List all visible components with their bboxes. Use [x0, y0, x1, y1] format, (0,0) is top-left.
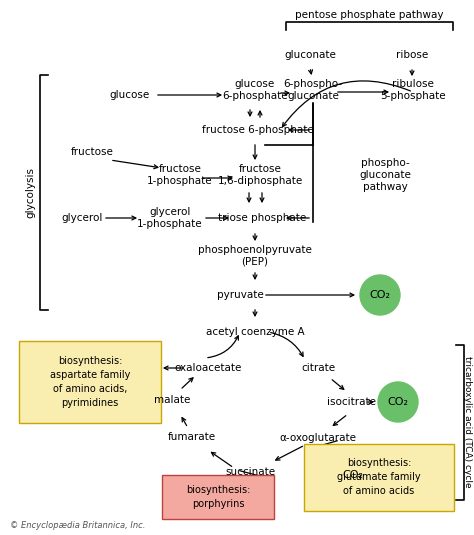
- Text: CO₂: CO₂: [343, 470, 364, 480]
- Text: succinate: succinate: [225, 467, 275, 477]
- Text: glycolysis: glycolysis: [25, 166, 35, 218]
- Text: glucose
6-phosphate: glucose 6-phosphate: [222, 79, 288, 101]
- Text: phospho-
gluconate
pathway: phospho- gluconate pathway: [359, 158, 411, 192]
- FancyBboxPatch shape: [162, 475, 274, 519]
- Text: © Encyclopædia Britannica, Inc.: © Encyclopædia Britannica, Inc.: [10, 521, 146, 530]
- Text: oxaloacetate: oxaloacetate: [174, 363, 242, 373]
- Text: triose phosphate: triose phosphate: [218, 213, 306, 223]
- Text: CO₂: CO₂: [370, 290, 391, 300]
- Text: CO₂: CO₂: [388, 397, 409, 407]
- Text: 6-phospho-
gluconate: 6-phospho- gluconate: [283, 79, 343, 101]
- Text: malate: malate: [154, 395, 190, 405]
- Text: fructose 6-phosphate: fructose 6-phosphate: [202, 125, 314, 135]
- Text: biosynthesis:
glutamate family
of amino acids: biosynthesis: glutamate family of amino …: [337, 458, 421, 496]
- Text: fumarate: fumarate: [168, 432, 216, 442]
- Text: citrate: citrate: [301, 363, 335, 373]
- Text: biosynthesis:
aspartate family
of amino acids,
pyrimidines: biosynthesis: aspartate family of amino …: [50, 356, 130, 408]
- Text: fructose: fructose: [71, 147, 113, 157]
- Text: acetyl coenzyme A: acetyl coenzyme A: [206, 327, 304, 337]
- Text: glycerol: glycerol: [61, 213, 103, 223]
- Text: biosynthesis:
porphyrins: biosynthesis: porphyrins: [186, 485, 250, 509]
- Text: glucose: glucose: [110, 90, 150, 100]
- Text: ribose: ribose: [396, 50, 428, 60]
- Text: glycerol
1-phosphate: glycerol 1-phosphate: [137, 207, 203, 229]
- Text: fructose
1-phosphate: fructose 1-phosphate: [147, 164, 213, 186]
- Text: ribulose
5-phosphate: ribulose 5-phosphate: [380, 79, 446, 101]
- Text: pentose phosphate pathway: pentose phosphate pathway: [295, 10, 443, 20]
- Text: phosphoenolpyruvate
(PEP): phosphoenolpyruvate (PEP): [198, 245, 312, 267]
- Text: isocitrate: isocitrate: [328, 397, 376, 407]
- Text: gluconate: gluconate: [284, 50, 336, 60]
- Circle shape: [333, 455, 373, 495]
- Circle shape: [378, 382, 418, 422]
- Text: tricarboxylic acid (TCA) cycle: tricarboxylic acid (TCA) cycle: [464, 356, 473, 488]
- Text: fructose
1,6-diphosphate: fructose 1,6-diphosphate: [218, 164, 302, 186]
- Text: pyruvate: pyruvate: [217, 290, 264, 300]
- Circle shape: [360, 275, 400, 315]
- FancyBboxPatch shape: [19, 341, 161, 423]
- Text: α-oxoglutarate: α-oxoglutarate: [280, 433, 356, 443]
- FancyBboxPatch shape: [304, 444, 454, 511]
